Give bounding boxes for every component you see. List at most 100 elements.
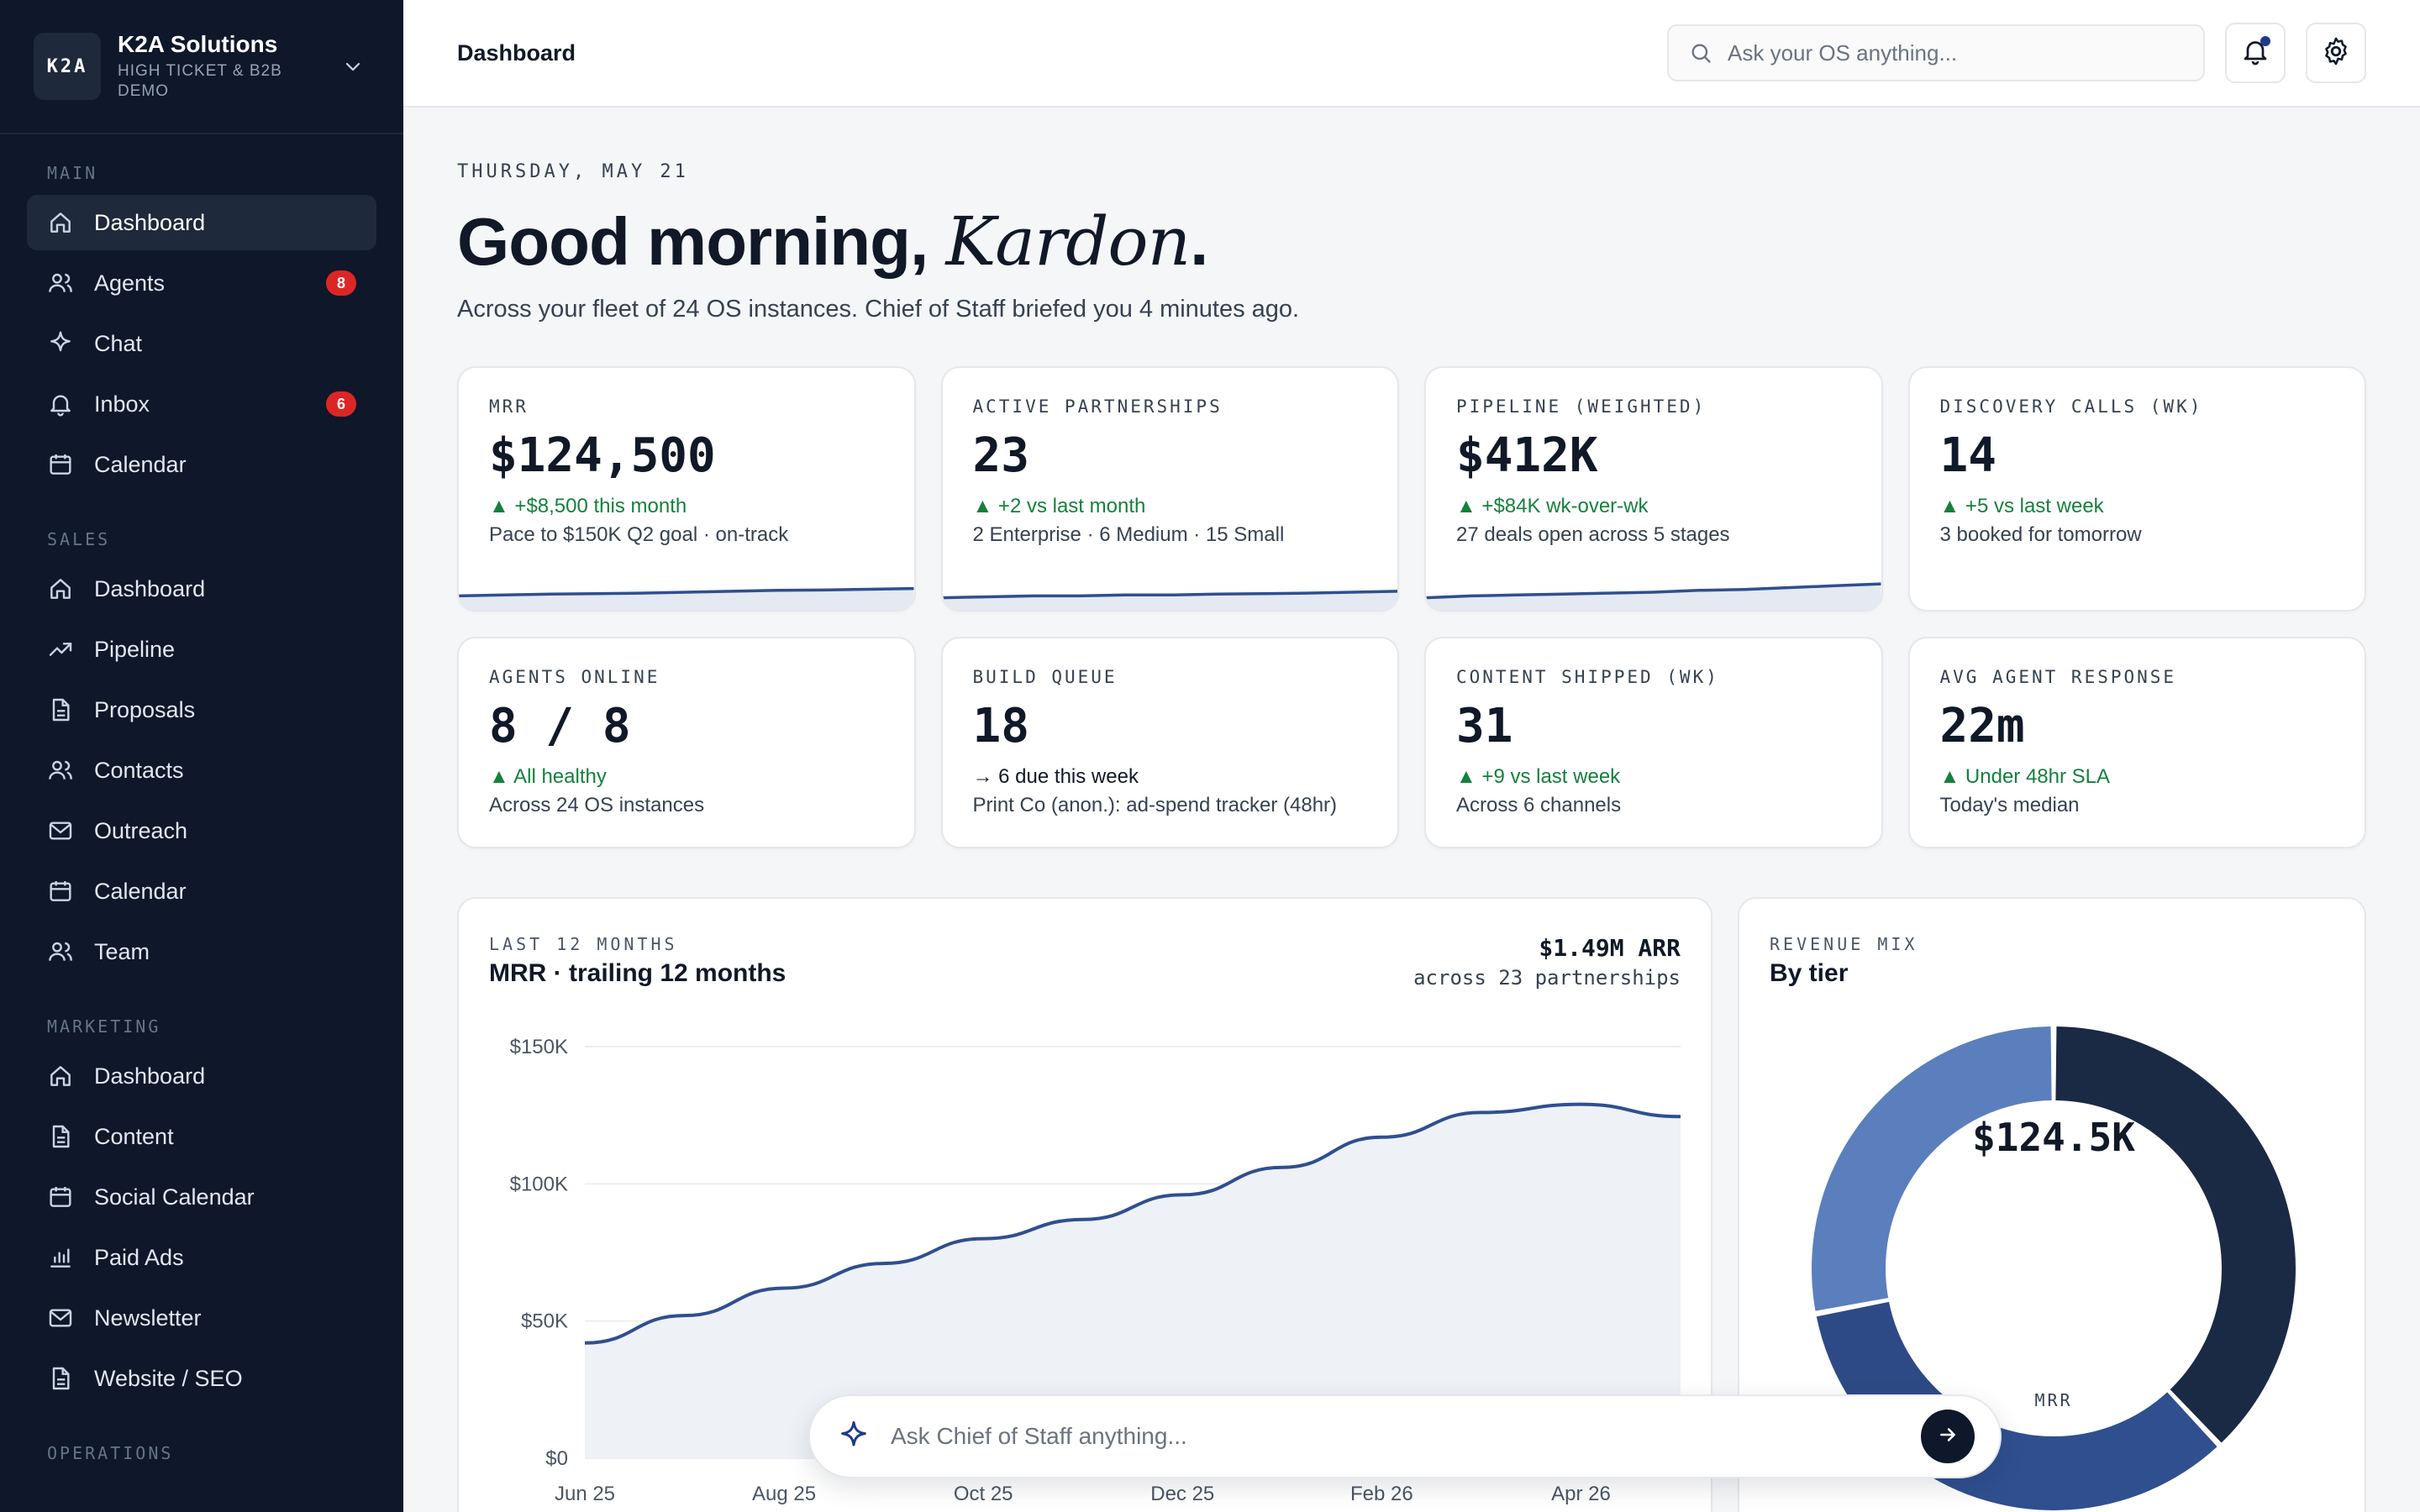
send-button[interactable] — [1921, 1410, 1975, 1463]
greeting-subline: Across your fleet of 24 OS instances. Ch… — [457, 296, 1300, 323]
nav-section-title: OPERATIONS — [47, 1443, 174, 1463]
sparkline-area — [1426, 584, 1881, 610]
kpi-card-agents-online[interactable]: AGENTS ONLINE 8 / 8 ▲ All healthy Across… — [457, 637, 916, 848]
sidebar-item-sales-contacts[interactable]: Contacts — [27, 743, 376, 798]
gear-icon — [2320, 35, 2352, 71]
search-input[interactable]: Ask your OS anything... — [1667, 24, 2205, 81]
sparkle-icon — [47, 330, 74, 357]
mrr-panel-title: MRR · trailing 12 months — [489, 959, 786, 987]
chief-of-staff-chat-bar[interactable]: Ask Chief of Staff anything... — [808, 1394, 2002, 1478]
sidebar-item-marketing-paid-ads[interactable]: Paid Ads — [27, 1230, 376, 1285]
sidebar-item-label: Social Calendar — [94, 1184, 255, 1210]
brand-subtitle: HIGH TICKET & B2B DEMO — [118, 62, 282, 100]
kpi-label: DISCOVERY CALLS (WK) — [1939, 396, 2203, 417]
sidebar-item-label: Calendar — [94, 878, 187, 904]
kpi-card-avg-agent-response[interactable]: AVG AGENT RESPONSE 22m ▲ Under 48hr SLA … — [1907, 637, 2366, 848]
sidebar-item-label: Inbox — [94, 391, 150, 417]
chat-input[interactable]: Ask Chief of Staff anything... — [891, 1423, 1187, 1449]
mail-icon — [47, 1305, 74, 1331]
home-icon — [47, 209, 74, 236]
kpi-note: Print Co (anon.): ad-spend tracker (48hr… — [972, 794, 1338, 816]
sidebar-item-label: Dashboard — [94, 209, 206, 235]
kpi-note: Across 24 OS instances — [489, 794, 705, 816]
mrr-area — [585, 1104, 1681, 1458]
arrow-right-icon — [1937, 1424, 1959, 1450]
sidebar-nav: MAIN Dashboard Agents 8 Chat Inbox 6 Calendar SA… — [0, 134, 403, 1463]
chevron-down-icon[interactable] — [336, 50, 370, 83]
trending-icon — [47, 636, 74, 663]
count-badge: 6 — [326, 391, 356, 417]
sidebar-item-main-calendar[interactable]: Calendar — [27, 437, 376, 492]
notification-dot — [2260, 36, 2270, 46]
kpi-card-mrr[interactable]: MRR $124,500 ▲ +$8,500 this month Pace t… — [457, 366, 916, 612]
kpi-value: 23 — [972, 428, 1029, 483]
sidebar-item-main-chat[interactable]: Chat — [27, 316, 376, 371]
brand-text: K2A Solutions HIGH TICKET & B2B DEMO — [118, 31, 336, 102]
kpi-label: AVG AGENT RESPONSE — [1939, 667, 2177, 687]
search-placeholder: Ask your OS anything... — [1728, 39, 1958, 66]
sidebar-item-label: Calendar — [94, 451, 187, 477]
kpi-value: $124,500 — [489, 428, 716, 483]
y-tick-label: $0 — [545, 1447, 568, 1470]
sidebar-item-sales-team[interactable]: Team — [27, 924, 376, 979]
kpi-value: 31 — [1456, 699, 1513, 753]
kpi-card-pipeline-weighted[interactable]: PIPELINE (WEIGHTED) $412K ▲ +$84K wk-ove… — [1424, 366, 1883, 612]
sidebar-item-marketing-dashboard[interactable]: Dashboard — [27, 1048, 376, 1104]
kpi-card-discovery-calls-wk[interactable]: DISCOVERY CALLS (WK) 14 ▲ +5 vs last wee… — [1907, 366, 2366, 612]
sidebar-item-sales-calendar[interactable]: Calendar — [27, 864, 376, 919]
users-icon — [47, 270, 74, 297]
top-bar: Dashboard Ask your OS anything... — [403, 0, 2420, 108]
sidebar-item-marketing-social-calendar[interactable]: Social Calendar — [27, 1169, 376, 1225]
settings-button[interactable] — [2306, 23, 2366, 83]
sidebar-item-main-dashboard[interactable]: Dashboard — [27, 195, 376, 250]
donut-center-label: MRR — [2034, 1390, 2072, 1410]
workspace-switcher[interactable]: K2A K2A Solutions HIGH TICKET & B2B DEMO — [0, 0, 403, 134]
sidebar-item-sales-dashboard[interactable]: Dashboard — [27, 561, 376, 617]
sidebar-item-main-agents[interactable]: Agents 8 — [27, 255, 376, 311]
sidebar: K2A K2A Solutions HIGH TICKET & B2B DEMO… — [0, 0, 403, 1512]
kpi-label: MRR — [489, 396, 529, 417]
mrr-line — [584, 1102, 1681, 1345]
sidebar-item-marketing-newsletter[interactable]: Newsletter — [27, 1290, 376, 1346]
donut-slice-1[interactable] — [2055, 1026, 2296, 1443]
sidebar-item-label: Paid Ads — [94, 1244, 184, 1270]
main-content: THURSDAY, MAY 21 Good morning, Kardon. A… — [403, 108, 2420, 1512]
sparkline-area — [459, 588, 914, 610]
brand-logo: K2A — [34, 33, 101, 100]
kpi-delta: ▲ +9 vs last week — [1456, 765, 1621, 788]
kpi-card-content-shipped-wk[interactable]: CONTENT SHIPPED (WK) 31 ▲ +9 vs last wee… — [1424, 637, 1883, 848]
mrr-area-chart: $0 $50K $100K $150K Jun 25 Aug 25 Oct 25 Dec 25… — [510, 1036, 1681, 1505]
donut-center-value: $124.5K — [1972, 1115, 2135, 1160]
greeting-heading: Good morning, Kardon. — [457, 202, 2366, 281]
document-icon — [47, 1123, 74, 1150]
x-tick-label: Aug 25 — [752, 1483, 816, 1505]
kpi-delta: ▲ +$84K wk-over-wk — [1456, 495, 1649, 517]
kpi-note: 2 Enterprise · 6 Medium · 15 Small — [972, 523, 1285, 546]
sidebar-item-label: Dashboard — [94, 1063, 206, 1089]
sidebar-item-sales-outreach[interactable]: Outreach — [27, 803, 376, 858]
kpi-delta: ▲ +2 vs last month — [972, 495, 1146, 517]
sidebar-item-main-inbox[interactable]: Inbox 6 — [27, 376, 376, 432]
sidebar-item-label: Proposals — [94, 696, 196, 722]
x-tick-label: Feb 26 — [1350, 1483, 1413, 1505]
kpi-card-build-queue[interactable]: BUILD QUEUE 18 → 6 due this week Print C… — [940, 637, 1399, 848]
sidebar-item-sales-pipeline[interactable]: Pipeline — [27, 622, 376, 677]
calendar-icon — [47, 1184, 74, 1210]
sidebar-item-marketing-website-seo[interactable]: Website / SEO — [27, 1351, 376, 1406]
revenue-donut-chart: $124.5K MRR — [1812, 1026, 2296, 1510]
sidebar-item-marketing-content[interactable]: Content — [27, 1109, 376, 1164]
donut-slice-2[interactable] — [1913, 1392, 2217, 1510]
search-icon — [1689, 41, 1712, 65]
kpi-sparkline — [942, 590, 1397, 610]
notifications-button[interactable] — [2225, 23, 2286, 83]
donut-slice-4[interactable] — [1812, 1026, 2052, 1311]
sidebar-item-sales-proposals[interactable]: Proposals — [27, 682, 376, 738]
sidebar-item-label: Website / SEO — [94, 1365, 243, 1391]
kpi-row-1: MRR $124,500 ▲ +$8,500 this month Pace t… — [457, 366, 2366, 612]
sidebar-item-label: Agents — [94, 270, 166, 296]
kpi-card-active-partnerships[interactable]: ACTIVE PARTNERSHIPS 23 ▲ +2 vs last mont… — [940, 366, 1399, 612]
kpi-value: 8 / 8 — [489, 699, 631, 753]
kpi-sparkline — [1426, 582, 1881, 610]
mrr-panel-label: LAST 12 MONTHS — [489, 934, 678, 954]
home-icon — [47, 1063, 74, 1089]
